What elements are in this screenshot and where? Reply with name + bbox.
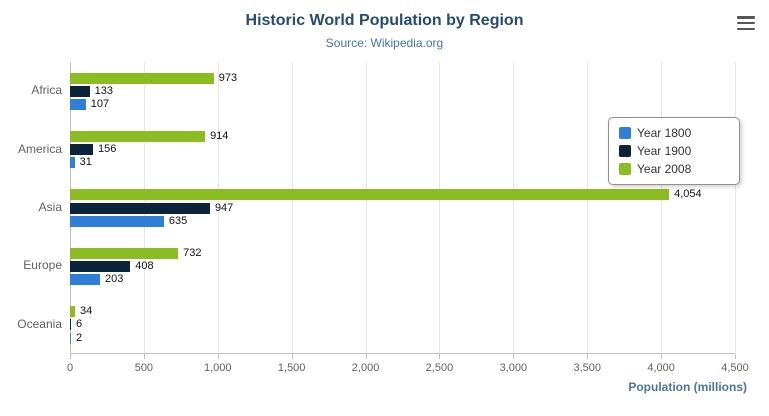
chart-title: Historic World Population by Region bbox=[245, 12, 524, 29]
x-tick-label: 2,500 bbox=[425, 362, 454, 374]
gridline bbox=[513, 62, 515, 353]
value-label-year-2008-asia: 4,054 bbox=[674, 188, 702, 201]
tick-mark bbox=[217, 354, 219, 359]
bar-year-1900-oceania[interactable] bbox=[70, 319, 71, 331]
x-tick-label: 4,000 bbox=[647, 362, 675, 374]
x-tick-label: 2,000 bbox=[351, 362, 380, 374]
tick-mark bbox=[735, 354, 736, 359]
category-label-oceania: Oceania bbox=[17, 316, 62, 331]
tick-mark bbox=[143, 354, 145, 359]
bar-year-1900-america[interactable] bbox=[70, 144, 94, 156]
value-label-year-2008-america: 914 bbox=[210, 129, 229, 142]
gridline bbox=[291, 62, 293, 353]
category-label-africa: Africa bbox=[31, 83, 62, 98]
chart-subtitle: Source: Wikipedia.org bbox=[325, 36, 444, 50]
legend-swatch-year-1900 bbox=[619, 145, 631, 157]
gridline bbox=[365, 62, 367, 353]
x-tick-label: 3,500 bbox=[573, 362, 601, 374]
x-tick-label: 4,500 bbox=[721, 362, 749, 374]
bar-year-2008-oceania[interactable] bbox=[70, 306, 76, 318]
legend-swatch-year-2008 bbox=[619, 163, 631, 175]
x-tick-label: 3,000 bbox=[499, 362, 528, 374]
value-label-year-1800-europe: 203 bbox=[104, 273, 124, 286]
y-axis-labels: Africa America Asia Europe Oceania bbox=[0, 0, 62, 416]
legend-label-year-1800: Year 1800 bbox=[637, 126, 692, 140]
gridline bbox=[587, 62, 589, 353]
hamburger-icon[interactable] bbox=[737, 16, 755, 30]
x-tick-label: 1,000 bbox=[204, 362, 232, 374]
bar-year-1800-america[interactable] bbox=[70, 157, 75, 169]
value-label-year-1900-america: 156 bbox=[98, 143, 117, 156]
bar-year-1800-europe[interactable] bbox=[70, 274, 100, 286]
x-tick-label: 0 bbox=[66, 362, 74, 374]
bar-year-2008-asia[interactable] bbox=[70, 189, 670, 201]
bar-year-1800-oceania[interactable] bbox=[70, 332, 71, 344]
value-label-year-2008-oceania: 34 bbox=[80, 305, 93, 318]
tick-mark bbox=[661, 354, 663, 359]
x-axis-title: Population (millions) bbox=[628, 380, 747, 394]
bar-year-1800-africa[interactable] bbox=[70, 98, 86, 110]
category-label-america: America bbox=[17, 141, 62, 156]
bar-year-1900-europe[interactable] bbox=[70, 260, 131, 272]
bar-year-2008-america[interactable] bbox=[70, 130, 206, 142]
category-label-asia: Asia bbox=[38, 200, 62, 214]
value-label-year-1800-america: 31 bbox=[79, 156, 92, 169]
legend-swatch-year-1800 bbox=[619, 127, 631, 139]
legend-label-year-2008: Year 2008 bbox=[637, 162, 692, 176]
value-label-year-1800-africa: 107 bbox=[90, 97, 110, 110]
value-label-year-1900-oceania: 6 bbox=[76, 318, 83, 331]
tick-mark bbox=[70, 354, 71, 359]
legend: Year 1800 Year 1900 Year 2008 bbox=[608, 117, 740, 185]
tick-mark bbox=[291, 354, 293, 359]
value-label-year-2008-europe: 732 bbox=[183, 246, 202, 259]
bar-year-1800-asia[interactable] bbox=[70, 215, 164, 227]
bar-year-2008-europe[interactable] bbox=[70, 247, 179, 259]
tick-mark bbox=[587, 354, 589, 359]
legend-item-year-2008[interactable]: Year 2008 bbox=[619, 160, 729, 178]
value-label-year-1800-oceania: 2 bbox=[76, 331, 83, 344]
x-tick-label: 1,500 bbox=[277, 362, 306, 374]
gridline bbox=[439, 62, 441, 353]
tick-mark bbox=[513, 354, 515, 359]
plot-area: 0 500 1,000 1,500 2,000 2,500 3,000 3,500 4,000 4… bbox=[67, 62, 749, 374]
bar-year-1900-africa[interactable] bbox=[70, 85, 90, 97]
category-label-europe: Europe bbox=[23, 258, 62, 273]
tick-mark bbox=[439, 354, 441, 359]
x-tick-label: 500 bbox=[134, 362, 154, 374]
gridline bbox=[735, 62, 736, 353]
value-label-year-1900-europe: 408 bbox=[135, 259, 154, 272]
legend-item-year-1800[interactable]: Year 1800 bbox=[619, 124, 729, 142]
value-label-year-1900-asia: 947 bbox=[214, 201, 234, 214]
bar-year-1900-asia[interactable] bbox=[70, 202, 210, 214]
value-label-year-1900-africa: 133 bbox=[94, 84, 113, 97]
legend-label-year-1900: Year 1900 bbox=[637, 144, 692, 158]
tick-mark bbox=[365, 354, 367, 359]
bar-year-2008-africa[interactable] bbox=[70, 72, 214, 84]
legend-item-year-1900[interactable]: Year 1900 bbox=[619, 142, 729, 160]
value-label-year-2008-africa: 973 bbox=[218, 71, 238, 84]
gridline bbox=[661, 62, 663, 353]
value-label-year-1800-asia: 635 bbox=[168, 214, 188, 227]
gridline bbox=[217, 62, 219, 353]
